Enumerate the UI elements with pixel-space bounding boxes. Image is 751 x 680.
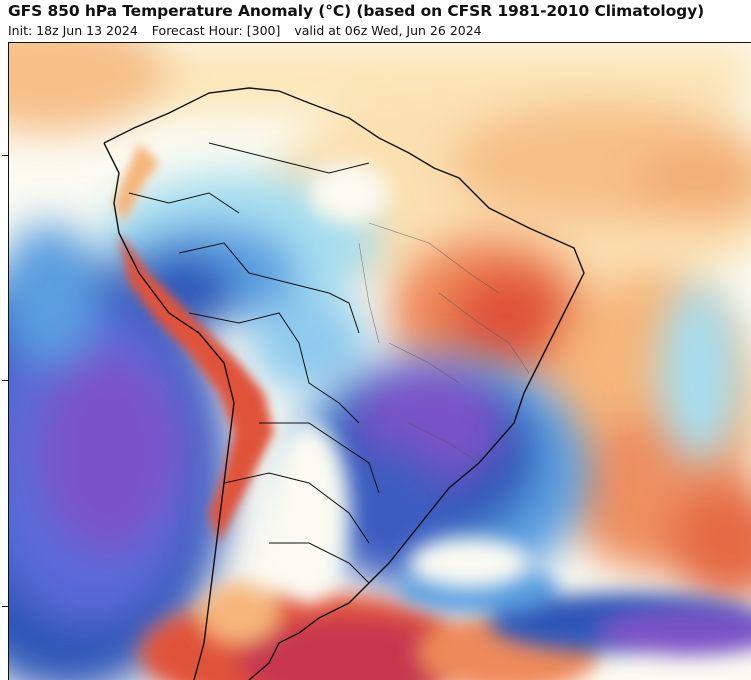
valid-time: valid at 06z Wed, Jun 26 2024	[294, 23, 482, 38]
neutral-streaks	[269, 163, 529, 603]
state-borders	[358, 222, 530, 464]
pacific-cold	[9, 223, 229, 680]
map-title: GFS 850 hPa Temperature Anomaly (°C) (ba…	[8, 2, 705, 20]
anomaly-map[interactable]	[8, 42, 751, 680]
lat-tick	[2, 606, 8, 607]
warm-anomalies	[9, 43, 751, 603]
andes-warm	[114, 143, 274, 543]
southeast-cold	[289, 353, 589, 593]
coastline	[103, 87, 585, 680]
country-borders	[128, 142, 380, 584]
forecast-hour: Forecast Hour: [300]	[151, 23, 281, 38]
anomaly-field	[9, 43, 751, 680]
init-time: Init: 18z Jun 13 2024	[8, 23, 138, 38]
map-subtitle: Init: 18z Jun 13 2024 Forecast Hour: [30…	[8, 23, 492, 38]
lat-tick	[2, 380, 8, 381]
lat-tick	[2, 155, 8, 156]
